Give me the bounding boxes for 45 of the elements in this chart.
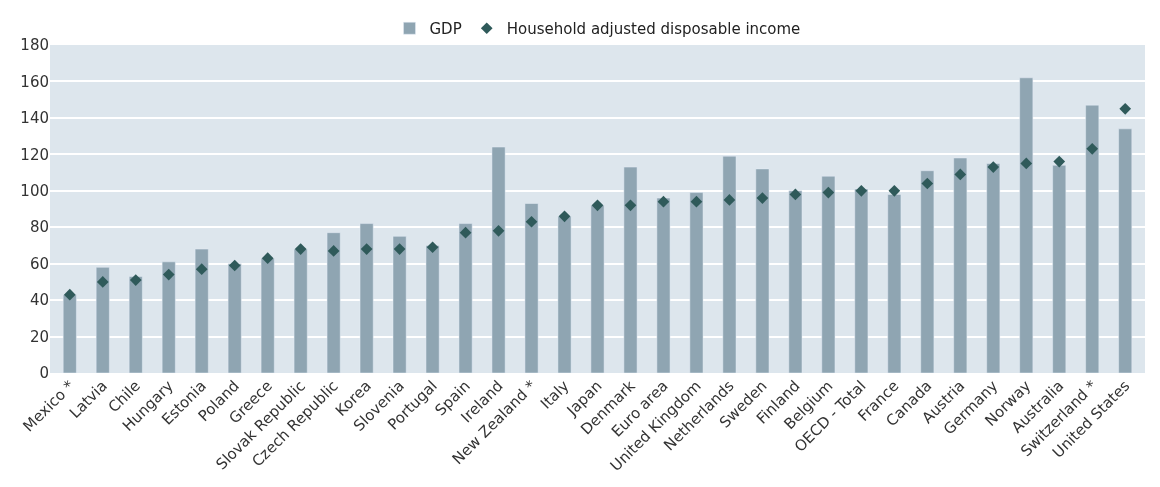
point <box>987 161 1000 173</box>
point <box>327 245 340 257</box>
point <box>426 241 439 254</box>
point <box>888 184 901 197</box>
point <box>261 252 274 265</box>
y-tick-label: 20 <box>29 327 49 346</box>
point <box>1020 157 1033 170</box>
point <box>162 268 175 281</box>
y-tick-label: 180 <box>20 36 49 55</box>
point <box>1086 143 1099 155</box>
point <box>657 195 670 208</box>
legend-label: Household adjusted disposable income <box>506 20 801 39</box>
point <box>558 210 571 223</box>
point <box>591 199 604 212</box>
point <box>294 243 307 255</box>
point <box>822 186 835 199</box>
point <box>129 274 142 286</box>
point <box>1053 155 1066 168</box>
point <box>954 168 967 181</box>
point <box>63 288 76 301</box>
y-tick-label: 160 <box>20 72 49 91</box>
y-tick-label: 0 <box>39 364 49 383</box>
point <box>624 199 637 212</box>
point <box>228 259 241 272</box>
point <box>525 215 538 228</box>
point <box>195 263 208 275</box>
point <box>492 225 505 237</box>
y-tick-label: 80 <box>29 218 49 237</box>
y-tick-label: 120 <box>20 145 49 164</box>
point <box>789 188 802 201</box>
point <box>459 226 472 239</box>
point <box>756 192 769 204</box>
point <box>360 243 373 255</box>
point <box>723 194 736 206</box>
point <box>855 184 868 197</box>
point <box>1119 102 1132 115</box>
y-tick-label: 40 <box>29 291 49 310</box>
y-tick-label: 140 <box>20 109 49 128</box>
y-tick-label: 60 <box>29 254 49 273</box>
point <box>393 243 406 255</box>
legend-label: GDP <box>429 20 462 39</box>
point <box>96 276 109 288</box>
point <box>921 177 934 190</box>
y-tick-label: 100 <box>20 182 49 201</box>
point <box>690 195 703 208</box>
